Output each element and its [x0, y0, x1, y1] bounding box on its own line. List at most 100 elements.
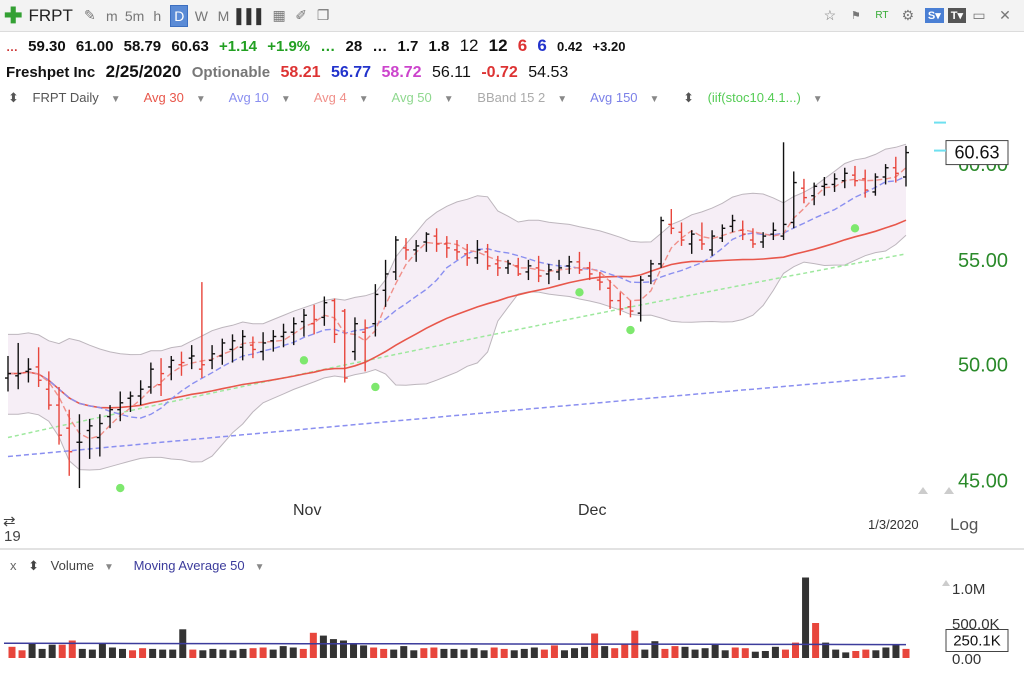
volume-bar: [78, 648, 86, 658]
ohlc-bar: [739, 220, 746, 241]
volume-bar: [410, 650, 418, 658]
indicator-avg30[interactable]: Avg 30 ▼: [144, 90, 216, 105]
volume-bar: [832, 649, 840, 658]
interval-mo[interactable]: M: [217, 7, 230, 24]
band-fill: [8, 144, 906, 470]
symbol-field[interactable]: FRPT: [28, 5, 73, 25]
volume-bar: [169, 649, 177, 658]
volume-bar: [420, 648, 428, 658]
star-icon[interactable]: ☆: [823, 6, 837, 23]
volume-bar: [159, 649, 167, 658]
plus-icon[interactable]: ✚: [4, 2, 23, 28]
volume-ma-label: Moving Average 50: [133, 558, 245, 573]
flag-icon[interactable]: ⚑: [850, 9, 861, 22]
volume-bar: [751, 651, 759, 658]
indicator-avg10[interactable]: Avg 10 ▼: [229, 90, 301, 105]
info-value-4: 56.11: [432, 64, 471, 81]
scale-toggle[interactable]: Log: [950, 515, 979, 534]
last-price-box: [945, 140, 1009, 166]
interval-d[interactable]: D: [170, 4, 189, 27]
volume-bar: [289, 647, 297, 658]
indicator-stoc[interactable]: ⬍ (iif(stoc10.4.1...) ▼: [683, 90, 833, 105]
volume-bar: [88, 649, 96, 658]
ohlc-bar: [362, 319, 369, 372]
volume-bar: [581, 646, 589, 658]
volume-bar: [98, 644, 106, 658]
volume-bar: [199, 650, 207, 658]
copy-icon[interactable]: ❐: [316, 7, 330, 23]
swap-icon[interactable]: ⇄: [3, 513, 16, 530]
indicator-avg50[interactable]: Avg 50 ▼: [392, 90, 464, 105]
quote-row: … 59.30 61.00 58.79 60.63 +1.14 +1.9% … …: [6, 36, 631, 56]
volume-label: Volume: [50, 558, 95, 573]
volume-bar: [902, 648, 910, 658]
volume-bar: [812, 623, 820, 658]
avg50-line: [7, 253, 907, 439]
close-icon[interactable]: ✕: [999, 6, 1011, 23]
volume-bar: [18, 650, 26, 658]
volume-legend: x ⬍ Volume ▼ Moving Average 50 ▼: [10, 558, 281, 574]
rt-icon[interactable]: RT: [875, 9, 889, 21]
volume-bar: [761, 651, 769, 658]
window-icon[interactable]: ▭: [972, 6, 986, 23]
ohlc-bar: [535, 255, 542, 283]
field-7: 6: [537, 36, 547, 55]
ohlc-bar: [749, 228, 756, 248]
bar-chart-icon[interactable]: ▌▌▌: [236, 7, 267, 24]
field-3: 1.8: [428, 38, 450, 55]
field-5: 12: [488, 36, 508, 55]
volume-bar: [8, 646, 16, 658]
bollinger-band: [8, 143, 907, 471]
ohlc-bar: [729, 214, 736, 233]
indicator-legend: ⬍ FRPT Daily ▼ Avg 30 ▼ Avg 10 ▼ Avg 4 ▼ Avg…: [8, 90, 843, 106]
close-pane-icon[interactable]: x: [10, 558, 17, 573]
indicator-avg4[interactable]: Avg 4 ▼: [314, 90, 379, 105]
gear-icon[interactable]: ⚙: [901, 6, 915, 23]
info-value-5: -0.72: [481, 64, 518, 81]
ohlc-bar: [892, 156, 899, 183]
chevron-down-icon: ▼: [254, 562, 265, 573]
scroll-arrow-icon: [944, 487, 954, 494]
volume-bar: [329, 639, 337, 658]
indicator-daily[interactable]: ⬍ FRPT Daily ▼: [8, 90, 131, 105]
price-tick-label: 55.00: [958, 250, 1008, 272]
volume-bar: [129, 650, 137, 658]
move-icon: ⬍: [8, 90, 19, 105]
grid-icon[interactable]: ▦: [272, 7, 286, 23]
signal-dot: [626, 325, 635, 335]
quote-date: 2/25/2020: [105, 62, 182, 81]
volume-bar: [560, 650, 568, 658]
indicator-avg150[interactable]: Avg 150 ▼: [590, 90, 669, 105]
s-badge-icon[interactable]: S▾: [924, 7, 944, 23]
indicator-bband[interactable]: BBand 15 2 ▼: [477, 90, 577, 105]
volume-ma-indicator[interactable]: Moving Average 50 ▼: [134, 558, 273, 573]
ohlc-bar: [341, 308, 348, 383]
drawing-tool-icon[interactable]: ✎: [83, 7, 96, 23]
ohlc-bar: [45, 371, 52, 410]
interval-5m[interactable]: 5m: [124, 7, 145, 24]
volume-bar: [299, 648, 307, 658]
volume-bar: [309, 632, 317, 658]
volume-bar: [209, 648, 217, 658]
volume-bar: [360, 645, 368, 658]
ohlc-bar: [229, 334, 236, 363]
interval-h[interactable]: h: [153, 7, 162, 24]
volume-indicator[interactable]: ⬍ Volume ▼: [28, 558, 122, 573]
pencil-icon[interactable]: ✐: [295, 7, 308, 23]
t-badge-icon[interactable]: T▾: [947, 7, 966, 23]
ohlc-bar: [709, 230, 716, 256]
interval-w[interactable]: W: [194, 7, 209, 24]
interval-m[interactable]: m: [105, 7, 118, 24]
price-tick-label: 50.00: [958, 355, 1008, 377]
indicator-daily-label: FRPT Daily: [32, 90, 99, 105]
ohlc-bar: [484, 243, 491, 270]
open-value: 59.30: [28, 38, 66, 55]
pane-divider[interactable]: [0, 548, 1024, 550]
volume-bar: [58, 644, 66, 658]
ohlc-bar: [147, 362, 154, 394]
volume-bar: [872, 650, 880, 658]
volume-bar: [269, 649, 277, 658]
